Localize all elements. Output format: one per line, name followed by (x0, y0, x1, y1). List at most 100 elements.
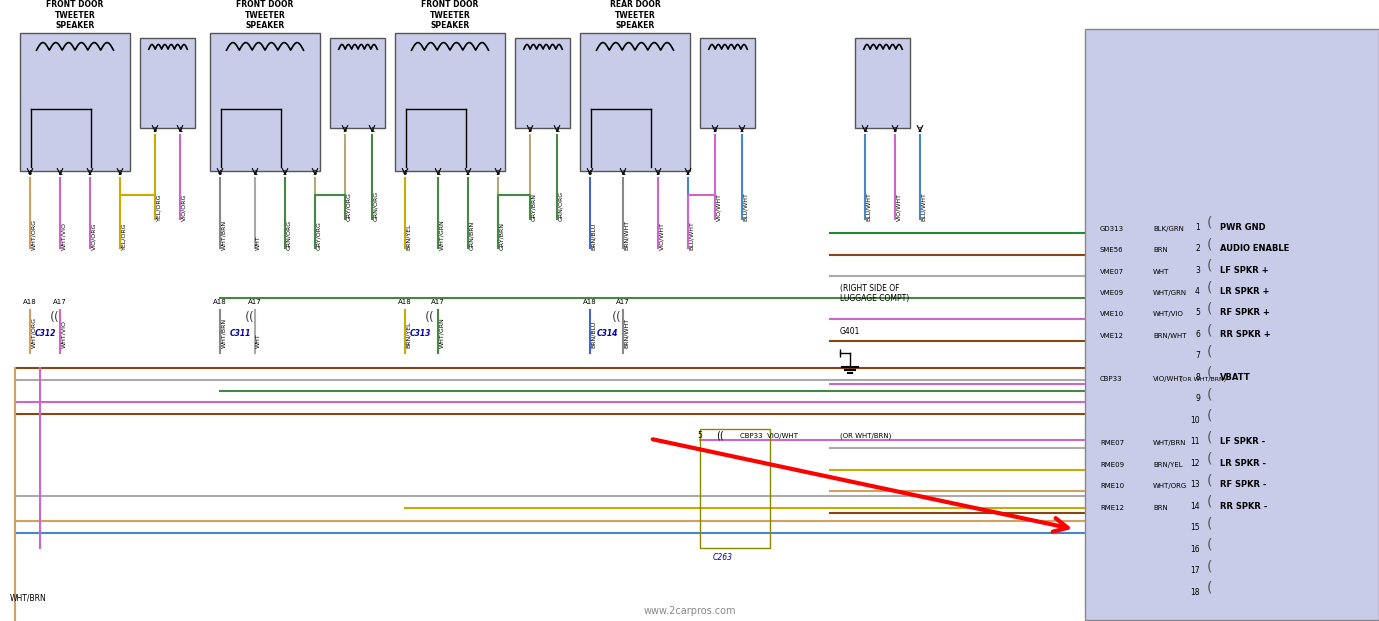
Text: 1: 1 (863, 127, 867, 134)
Text: VME10: VME10 (1100, 312, 1124, 317)
Text: A18: A18 (583, 299, 597, 305)
Text: www.2carpros.com: www.2carpros.com (643, 606, 736, 616)
Text: (: ( (1207, 560, 1212, 573)
Text: WHT: WHT (1153, 268, 1169, 274)
Text: A17: A17 (432, 299, 445, 305)
Text: 5: 5 (698, 432, 702, 440)
Text: VME12: VME12 (1100, 333, 1124, 339)
Bar (21, 33, 130, 171)
Text: WHT/ORG: WHT/ORG (30, 219, 36, 250)
Bar (210, 33, 320, 171)
Bar (394, 33, 505, 171)
Text: A17: A17 (616, 299, 630, 305)
Bar (141, 38, 196, 129)
Text: GRN/ORG: GRN/ORG (285, 220, 291, 250)
Text: 1: 1 (58, 170, 62, 176)
Text: VIO/WHT: VIO/WHT (1153, 376, 1185, 382)
Text: 3: 3 (713, 127, 717, 134)
Text: C312: C312 (34, 329, 55, 338)
Text: CBP33: CBP33 (1100, 376, 1123, 382)
Text: BRN/YEL: BRN/YEL (1153, 462, 1183, 468)
Text: LR SPKR +: LR SPKR + (1220, 287, 1270, 296)
Text: 2: 2 (918, 127, 923, 134)
Text: GRN/ORG: GRN/ORG (372, 191, 378, 221)
Text: G401: G401 (840, 327, 860, 336)
Text: 18: 18 (1190, 587, 1200, 597)
Text: (: ( (1207, 430, 1212, 445)
Text: 17: 17 (1190, 566, 1200, 575)
Bar (701, 38, 756, 129)
Text: (: ( (1207, 280, 1212, 294)
Text: (RIGHT SIDE OF
LUGGAGE COMPT): (RIGHT SIDE OF LUGGAGE COMPT) (840, 284, 909, 304)
Text: 2: 2 (283, 170, 287, 176)
Text: WHT/BRN: WHT/BRN (10, 594, 47, 602)
Text: (: ( (1207, 495, 1212, 509)
Text: 3: 3 (313, 170, 317, 176)
Text: 11: 11 (1190, 437, 1200, 446)
Text: RF SPKR -: RF SPKR - (1220, 480, 1266, 489)
Text: 1: 1 (554, 127, 560, 134)
Text: BLU/WHT: BLU/WHT (690, 221, 694, 250)
Text: C263: C263 (713, 553, 734, 562)
Text: (: ( (1207, 538, 1212, 552)
Text: ((: (( (425, 311, 434, 324)
Text: C311: C311 (229, 329, 251, 338)
Text: 2: 2 (466, 170, 470, 176)
Text: VME09: VME09 (1100, 290, 1124, 296)
Text: 4: 4 (218, 170, 222, 176)
Text: (: ( (1207, 345, 1212, 358)
Text: WHT/VIO: WHT/VIO (61, 320, 66, 348)
Text: VIO/ORG: VIO/ORG (181, 194, 186, 221)
Text: WHT/GRN: WHT/GRN (1153, 290, 1187, 296)
Text: ((: (( (50, 311, 59, 324)
Text: 13: 13 (1190, 480, 1200, 489)
Text: BRN/WHT: BRN/WHT (1153, 333, 1186, 339)
Text: YEL/ORG: YEL/ORG (121, 222, 125, 250)
Text: 9: 9 (1196, 394, 1200, 404)
Text: WHT/VIO: WHT/VIO (1153, 312, 1185, 317)
Text: 2: 2 (1196, 244, 1200, 253)
Text: BRN: BRN (1153, 247, 1168, 253)
Bar (331, 38, 386, 129)
Text: 3: 3 (343, 127, 348, 134)
Text: VIO/WHT: VIO/WHT (716, 193, 721, 221)
Text: WHT: WHT (256, 235, 261, 250)
Text: WHT/GRN: WHT/GRN (439, 317, 444, 348)
Text: BRN/WHT: BRN/WHT (625, 220, 629, 250)
Text: (OR WHT/BRN): (OR WHT/BRN) (1180, 377, 1226, 382)
Text: REAR DOOR
TWEETER
SPEAKER: REAR DOOR TWEETER SPEAKER (610, 1, 661, 30)
Text: BRN: BRN (1153, 505, 1168, 510)
Text: C313: C313 (410, 329, 430, 338)
Text: GRN/BRN: GRN/BRN (469, 220, 474, 250)
Text: PWR GND: PWR GND (1220, 222, 1266, 232)
Text: GRN/ORG: GRN/ORG (558, 191, 563, 221)
Text: 1: 1 (178, 127, 182, 134)
Text: (: ( (1207, 366, 1212, 380)
Text: BLU/WHT: BLU/WHT (921, 192, 927, 221)
Text: 1: 1 (252, 170, 258, 176)
Text: (: ( (1207, 302, 1212, 315)
Text: BRN/BLU: BRN/BLU (592, 320, 596, 348)
Text: VIO/ORG: VIO/ORG (91, 222, 97, 250)
Text: VIO/WHT: VIO/WHT (659, 222, 665, 250)
Text: 4: 4 (1196, 287, 1200, 296)
Text: 1: 1 (436, 170, 440, 176)
Text: WHT/ORG: WHT/ORG (30, 317, 36, 348)
Text: RME09: RME09 (1100, 462, 1124, 468)
Text: YEL/ORG: YEL/ORG (156, 194, 161, 221)
Text: BLU/WHT: BLU/WHT (866, 192, 872, 221)
Text: BLU/WHT: BLU/WHT (743, 192, 747, 221)
Text: RME10: RME10 (1100, 483, 1124, 489)
Text: RME12: RME12 (1100, 505, 1124, 510)
Text: 8: 8 (1196, 373, 1200, 382)
Text: FRONT DOOR
TWEETER
SPEAKER: FRONT DOOR TWEETER SPEAKER (236, 1, 294, 30)
Text: (: ( (1207, 323, 1212, 337)
Text: WHT: WHT (256, 333, 261, 348)
Text: (: ( (1207, 516, 1212, 530)
Text: AUDIO ENABLE: AUDIO ENABLE (1220, 244, 1289, 253)
Text: 3: 3 (495, 170, 501, 176)
Text: 1: 1 (621, 170, 625, 176)
Text: 1: 1 (1196, 222, 1200, 232)
Text: 3: 3 (153, 127, 157, 134)
Text: FRONT DOOR
TWEETER
SPEAKER: FRONT DOOR TWEETER SPEAKER (422, 1, 479, 30)
